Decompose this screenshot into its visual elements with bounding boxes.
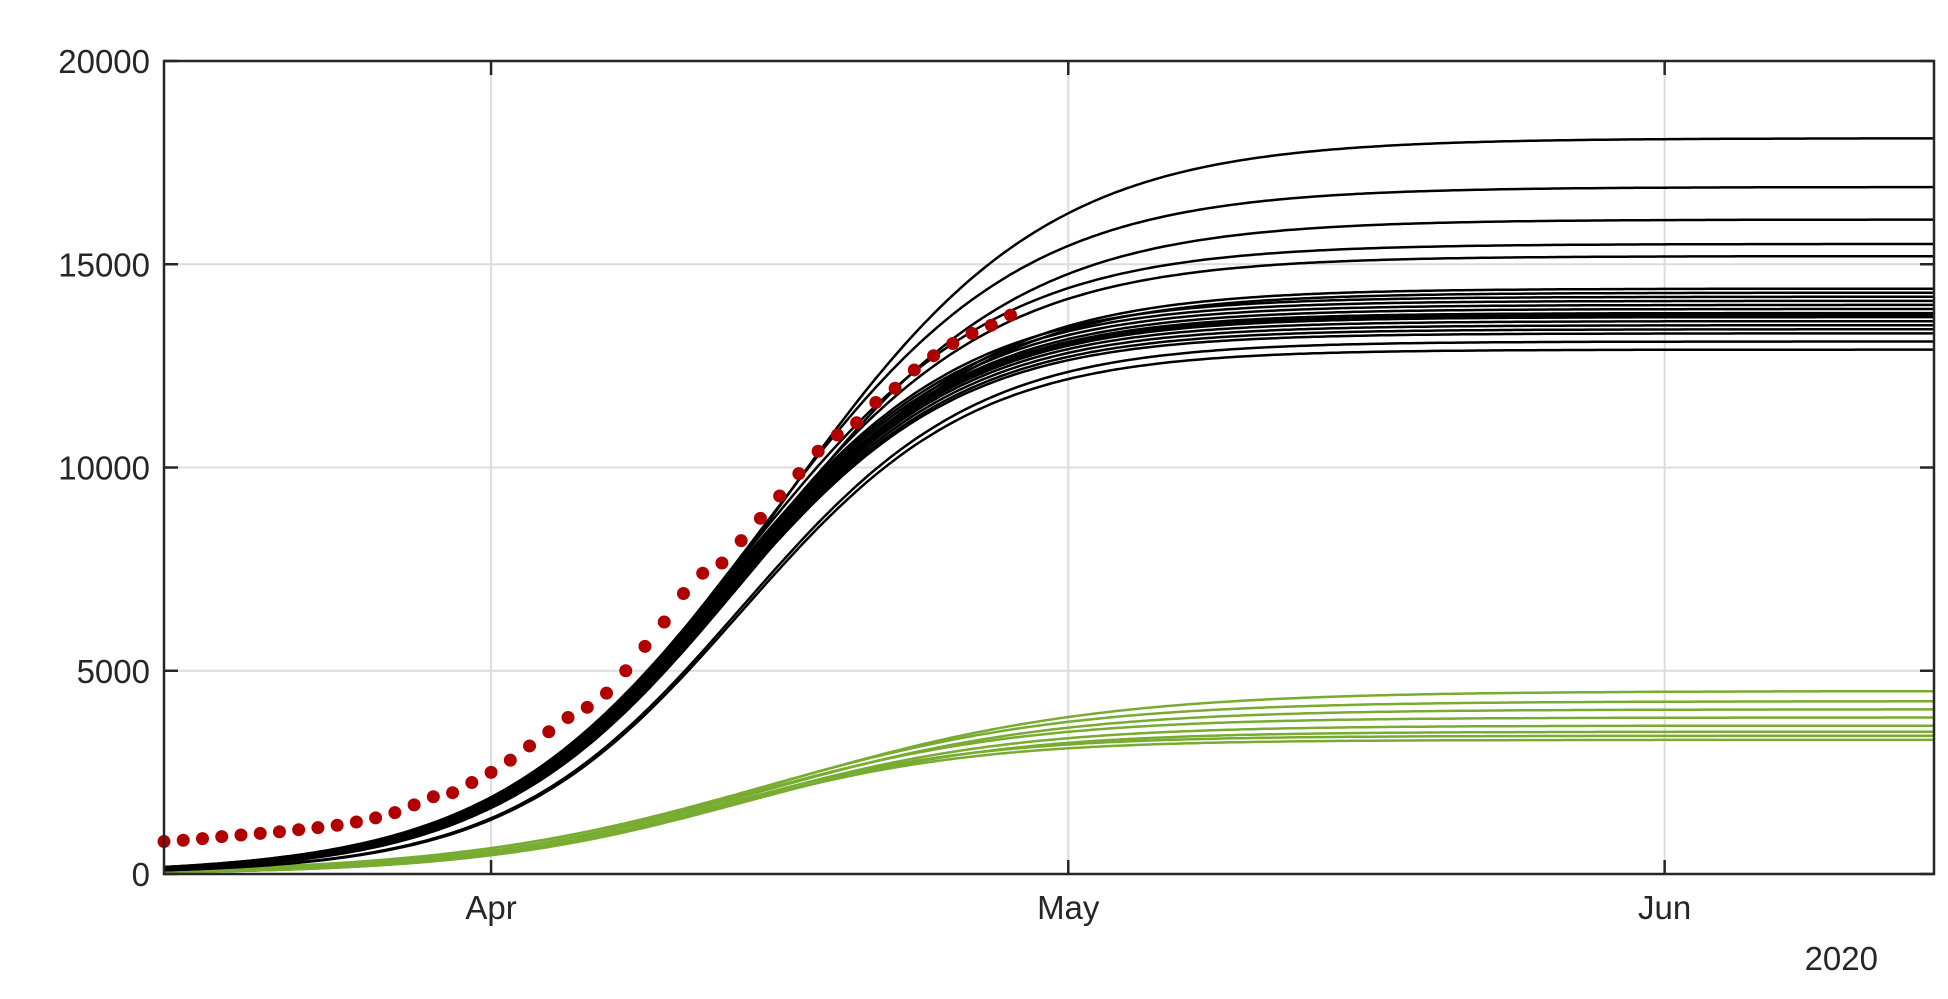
observed-data-point (580, 700, 594, 714)
observed-data-point (484, 765, 498, 779)
y-tick-label: 20000 (58, 43, 150, 80)
observed-data-point (253, 826, 267, 840)
x-axis-tick-labels: Apr May Jun (465, 889, 1691, 926)
observed-data-point (272, 825, 286, 839)
observed-data-point (773, 489, 787, 503)
observed-data-point (349, 815, 363, 829)
observed-data-point (600, 686, 613, 700)
model-trajectories (163, 137, 1934, 874)
black-trajectory-line (163, 332, 1934, 871)
y-tick-label: 0 (132, 856, 150, 893)
black-trajectory-line (163, 242, 1934, 869)
black-trajectory-line (163, 319, 1934, 871)
observed-data-point (446, 786, 460, 800)
observed-data-point (734, 534, 748, 548)
green-trajectory-line (163, 700, 1934, 872)
y-axis-tick-labels: 0 5000 10000 15000 20000 (58, 43, 150, 893)
observed-data-point (907, 363, 921, 377)
black-trajectory-line (163, 299, 1934, 870)
observed-data-point (542, 725, 556, 739)
black-trajectory-line (163, 291, 1934, 871)
observed-data-point (407, 798, 421, 812)
year-label: 2020 (1805, 940, 1878, 977)
observed-data-point (869, 395, 883, 409)
black-trajectory-line (163, 137, 1934, 869)
observed-data-point (984, 318, 998, 332)
observed-data-point (657, 615, 671, 629)
observed-data-point (927, 349, 941, 363)
observed-data-point (176, 833, 190, 847)
grid-lines (164, 61, 1934, 874)
black-trajectory-line (163, 315, 1934, 871)
observed-data-point (292, 823, 306, 837)
black-trajectory-line (163, 307, 1934, 870)
observed-data-point (619, 664, 633, 678)
black-trajectory-line (163, 323, 1934, 871)
observed-data-point (888, 381, 902, 395)
observed-data-point (234, 828, 248, 842)
black-trajectory-line (163, 348, 1934, 872)
axis-ticks (164, 59, 1934, 876)
observed-data-point (388, 806, 402, 820)
observed-data-point (850, 416, 864, 430)
black-trajectory-line (163, 303, 1934, 870)
observed-data-point (465, 776, 479, 790)
observed-data-point (965, 326, 979, 340)
observed-data-point (715, 556, 729, 570)
y-tick-label: 10000 (58, 450, 150, 487)
observed-data-point (426, 790, 440, 804)
observed-data-point (311, 821, 325, 835)
observed-data-point (523, 739, 537, 753)
black-trajectory-line (163, 311, 1934, 871)
observed-data-point (638, 639, 652, 653)
black-trajectory-line (163, 313, 1934, 871)
x-tick-label: May (1037, 889, 1100, 926)
y-tick-label: 5000 (77, 653, 150, 690)
y-tick-label: 15000 (58, 246, 150, 283)
observed-data-point (1004, 308, 1018, 322)
x-tick-label: Apr (465, 889, 516, 926)
observed-data-point (753, 511, 767, 525)
green-trajectory-line (163, 738, 1934, 874)
observed-data-points (157, 308, 1018, 848)
black-trajectory-line (163, 328, 1934, 871)
observed-data-point (830, 428, 844, 442)
observed-data-point (369, 811, 383, 825)
observed-data-point (561, 710, 575, 724)
black-trajectory-line (163, 295, 1934, 870)
observed-data-point (503, 753, 517, 767)
observed-data-point (811, 444, 825, 458)
observed-data-point (330, 818, 344, 832)
observed-data-point (195, 832, 209, 846)
observed-data-point (215, 830, 229, 844)
observed-data-point (946, 337, 960, 351)
black-trajectory-line (163, 340, 1934, 872)
observed-data-point (696, 566, 710, 580)
observed-data-point (792, 467, 806, 481)
green-trajectory-line (163, 716, 1934, 873)
observed-data-point (676, 587, 690, 601)
x-tick-label: Jun (1638, 889, 1691, 926)
green-trajectory-line (164, 734, 1934, 874)
